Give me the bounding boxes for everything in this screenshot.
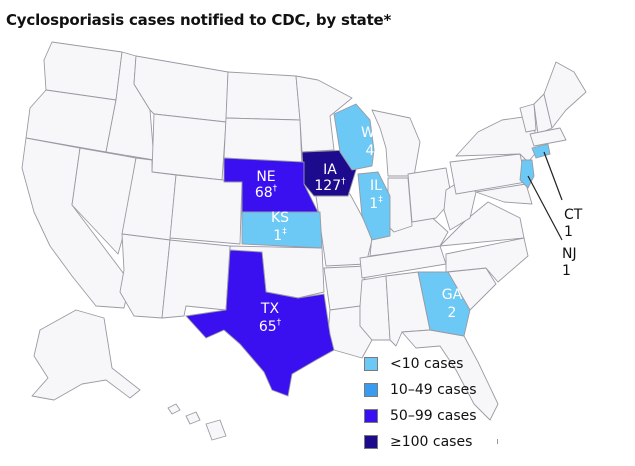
legend-item-50to99: 50–99 cases (364, 408, 477, 424)
state-tx-highlighted (185, 249, 335, 397)
state-florida (401, 329, 499, 421)
state-nevada (71, 147, 137, 255)
state-mississippi (359, 275, 391, 341)
state-cases-nj: 1 (562, 263, 571, 279)
state-label-ne: NE (256, 169, 275, 185)
state-cases-ks: 1‡ (273, 227, 287, 244)
state-new-york (455, 115, 541, 163)
legend-label: 50–99 cases (390, 408, 477, 424)
state-michigan (371, 109, 421, 177)
legend-label: <10 cases (390, 356, 464, 372)
state-cases-tx: 65† (259, 318, 282, 335)
state-colorado (169, 174, 243, 245)
state-wi-highlighted (333, 103, 375, 171)
map-title: Cyclosporiasis cases notified to CDC, by… (6, 11, 392, 29)
state-hawaii (167, 403, 227, 441)
state-arkansas (323, 265, 367, 311)
state-maine (543, 61, 587, 129)
state-minnesota (295, 75, 353, 153)
state-north-dakota (225, 71, 301, 121)
state-label-ct: CT (564, 207, 583, 223)
legend-swatch (364, 357, 378, 371)
legend-swatch (364, 383, 378, 397)
state-label-tx: TX (260, 301, 280, 317)
state-alaska (31, 309, 141, 401)
state-virginia (439, 201, 525, 247)
state-cases-ga: 2 (448, 305, 457, 321)
state-ks-highlighted (241, 211, 323, 249)
legend-swatch (364, 409, 378, 423)
state-ga-highlighted (417, 271, 471, 337)
legend-item-gte100: ≥100 cases (364, 434, 472, 450)
legend-label: ≥100 cases (390, 434, 473, 450)
state-label-ga: GA (442, 287, 463, 303)
legend-swatch (364, 435, 378, 449)
state-label-ia: IA (323, 162, 337, 178)
state-cases-ct: 1 (564, 224, 573, 240)
highlighted-states (185, 103, 551, 397)
state-new-mexico (161, 239, 231, 319)
state-label-wi: WI (361, 125, 379, 141)
legend-label: 10–49 cases (390, 382, 477, 398)
legend-item-10to49: 10–49 cases (364, 382, 477, 398)
state-cases-il: 1‡ (369, 195, 383, 212)
nj-leader-line (527, 175, 563, 241)
state-indiana (387, 177, 413, 233)
state-maryland (475, 183, 533, 205)
state-vermont (519, 103, 537, 133)
state-label-il: IL (370, 178, 382, 194)
state-missouri (315, 193, 373, 267)
state-cases-wi: 4 (366, 143, 375, 159)
state-cases-ne: 68† (255, 184, 278, 201)
state-arizona (119, 233, 171, 319)
state-il-highlighted (357, 171, 391, 241)
state-wyoming (151, 113, 227, 181)
ct-leader-line (543, 151, 563, 201)
state-label-nj: NJ (562, 246, 577, 262)
base-states (21, 41, 587, 441)
legend-item-lt10: <10 cases (364, 356, 463, 372)
decorative-tick (497, 439, 498, 444)
state-cases-ia: 127† (314, 177, 346, 194)
state-label-ks: KS (271, 210, 289, 226)
state-massachusetts (529, 127, 567, 147)
